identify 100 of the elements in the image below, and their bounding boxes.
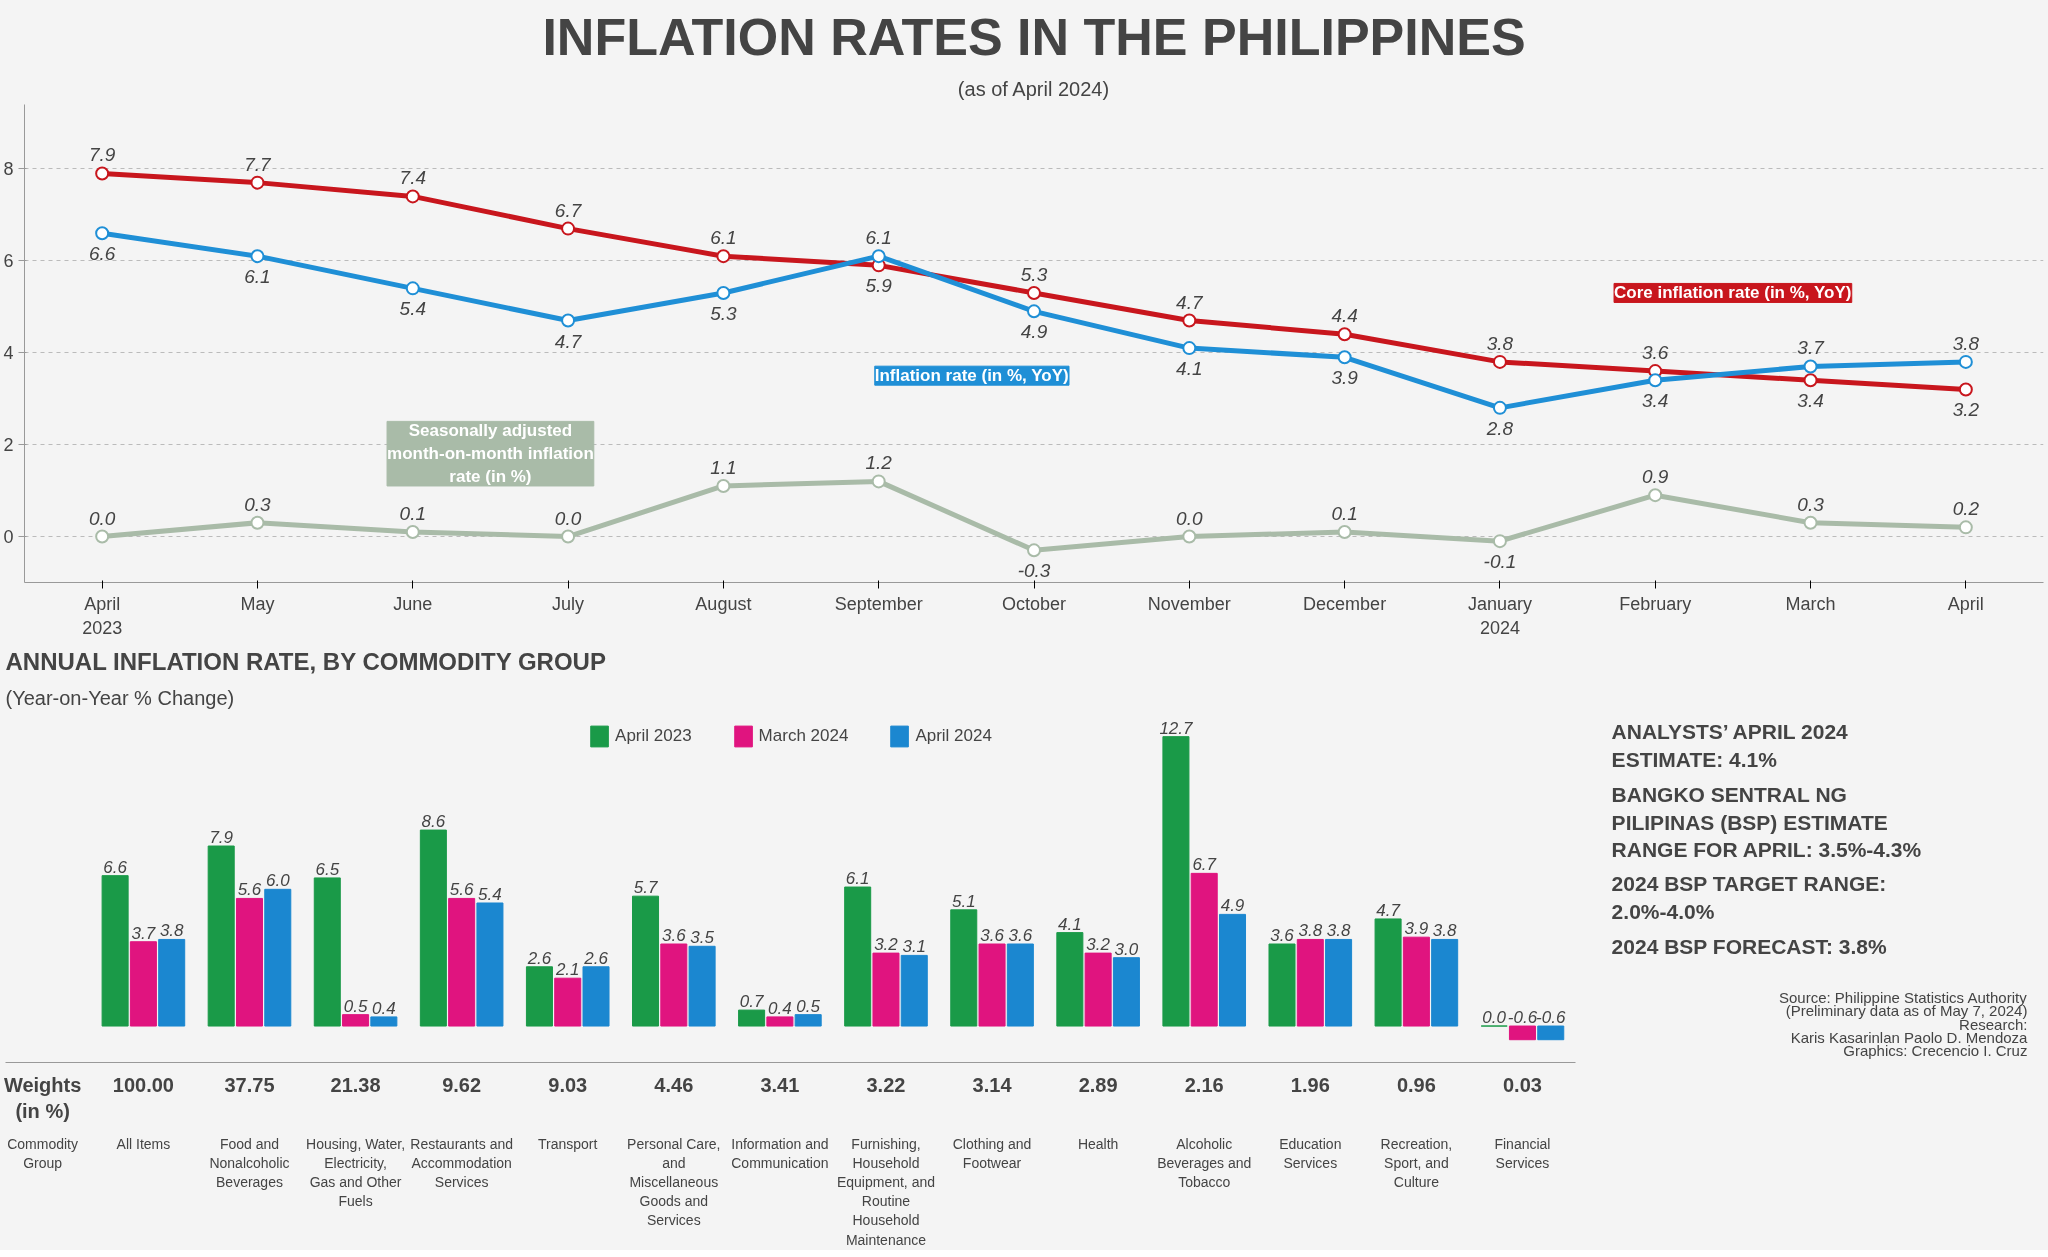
data-label: 5.3 — [1020, 263, 1048, 285]
data-label: 0.5 — [343, 996, 368, 1016]
text: 2024 BSP TARGET RANGE: 2.0%-4.0% — [1611, 872, 1887, 923]
data-label: 7.9 — [209, 828, 234, 848]
data-label: 3.4 — [1797, 390, 1824, 412]
data-label: 3.8 — [1326, 921, 1351, 941]
text: 3.22 — [866, 1073, 906, 1096]
data-label: 1.2 — [865, 452, 893, 474]
point — [1027, 285, 1041, 300]
point — [1958, 354, 1973, 369]
point — [1803, 515, 1818, 530]
data-label: 7.7 — [244, 153, 273, 175]
data-label: 0.0 — [1482, 1008, 1507, 1028]
chart-title: INFLATION RATES IN THE PHILIPPINES — [542, 7, 1526, 66]
x-tick-label: Clothing and Footwear — [952, 1135, 1032, 1171]
bar — [1006, 943, 1034, 1027]
x-tick-label: Financial Services — [1494, 1135, 1551, 1171]
x-tick-label: Transport — [538, 1135, 598, 1152]
legend-label: March 2024 — [758, 726, 849, 746]
point — [1492, 534, 1507, 549]
data-label: 3.8 — [1952, 332, 1980, 354]
bar — [1374, 918, 1402, 1027]
point — [405, 189, 420, 204]
data-label: 3.8 — [1432, 921, 1458, 941]
data-label: 3.8 — [1486, 332, 1514, 354]
point — [95, 166, 110, 181]
x-tick-label: Food and Nonalcoholic Beverages — [209, 1135, 290, 1190]
data-label: 3.2 — [1086, 935, 1111, 955]
data-label: 5.7 — [633, 878, 658, 898]
point — [1337, 350, 1352, 365]
bar — [370, 1016, 398, 1027]
point — [1337, 524, 1352, 539]
data-label: 6.6 — [88, 243, 116, 265]
data-label: 4.7 — [1176, 291, 1204, 313]
bar — [235, 897, 263, 1027]
data-label: 5.6 — [449, 880, 475, 900]
bar — [313, 877, 341, 1027]
x-tick-label: Alcoholic Beverages and Tobacco — [1157, 1135, 1252, 1190]
data-label: 6.1 — [710, 227, 737, 249]
data-label: 6.1 — [845, 869, 870, 889]
data-label: 3.7 — [131, 923, 156, 943]
data-label: -0.3 — [1017, 560, 1051, 582]
point — [250, 175, 265, 190]
bar — [448, 897, 476, 1027]
point — [405, 524, 420, 539]
bar — [1325, 938, 1353, 1027]
data-label: 3.6 — [661, 926, 687, 946]
data-label: -0.6 — [1536, 1008, 1566, 1028]
data-label: 5.6 — [237, 880, 262, 900]
x-tick-label: November — [1147, 593, 1231, 614]
chart-subtitle: (as of April 2024) — [957, 77, 1110, 100]
x-tick-label: March — [1785, 593, 1836, 614]
data-label: 3.6 — [980, 926, 1005, 946]
data-label: 6.1 — [865, 227, 892, 249]
point — [561, 529, 576, 544]
legend-label: April 2024 — [915, 726, 992, 746]
bar — [129, 941, 157, 1027]
text: BANGKO SENTRAL NG PILIPINAS (BSP) ESTIMATE RANGE FOR APRIL: 3.5%-4.3% — [1611, 783, 1922, 862]
data-label: 6.7 — [1192, 855, 1217, 875]
y-tick-label: 8 — [3, 159, 14, 180]
point — [1803, 359, 1818, 374]
x-tick-label: October — [1001, 593, 1067, 614]
data-label: 4.7 — [1376, 900, 1401, 920]
point — [871, 474, 886, 489]
data-label: 3.6 — [1270, 926, 1295, 946]
data-label: 4.7 — [554, 330, 583, 352]
data-label: 5.3 — [710, 302, 738, 324]
point — [716, 249, 731, 264]
text: 2024 BSP FORECAST: 3.8% — [1611, 935, 1887, 959]
data-label: 0.0 — [554, 507, 582, 529]
text: 3.41 — [760, 1073, 800, 1096]
data-label: 3.2 — [874, 935, 899, 955]
bar — [525, 966, 553, 1027]
data-label: 0.0 — [88, 507, 116, 529]
data-label: 3.9 — [1404, 919, 1429, 939]
data-label: 7.4 — [399, 167, 426, 189]
text: 9.03 — [548, 1073, 588, 1096]
data-label: 4.9 — [1020, 321, 1048, 343]
text: 21.38 — [330, 1073, 381, 1096]
data-label: -0.6 — [1507, 1008, 1538, 1028]
data-label: 3.2 — [1952, 399, 1980, 421]
point — [1182, 341, 1197, 356]
x-tick-label: Housing, Water, Electricity, Gas and Other Fuels — [306, 1135, 406, 1210]
x-tick-label: December — [1303, 593, 1387, 614]
x-tick-label: April — [1947, 593, 1984, 614]
data-label: 2.8 — [1485, 417, 1514, 439]
data-label: 3.4 — [1642, 390, 1669, 412]
data-label: 5.1 — [951, 891, 976, 911]
x-tick-label: Furnishing, Household Equipment, and Routine Household Maintenance — [836, 1135, 936, 1248]
bar — [158, 938, 186, 1027]
x-tick-label: Personal Care, and Miscellaneous Goods and Services — [627, 1135, 721, 1229]
text: 2.89 — [1078, 1073, 1118, 1096]
bar — [766, 1016, 794, 1027]
x-tick-label: August — [695, 593, 752, 614]
point — [1182, 313, 1197, 328]
bar — [900, 954, 928, 1027]
bar — [1296, 938, 1324, 1027]
x-tick-label: All Items — [116, 1135, 171, 1152]
point — [1648, 488, 1663, 503]
data-label: 6.5 — [315, 859, 340, 879]
